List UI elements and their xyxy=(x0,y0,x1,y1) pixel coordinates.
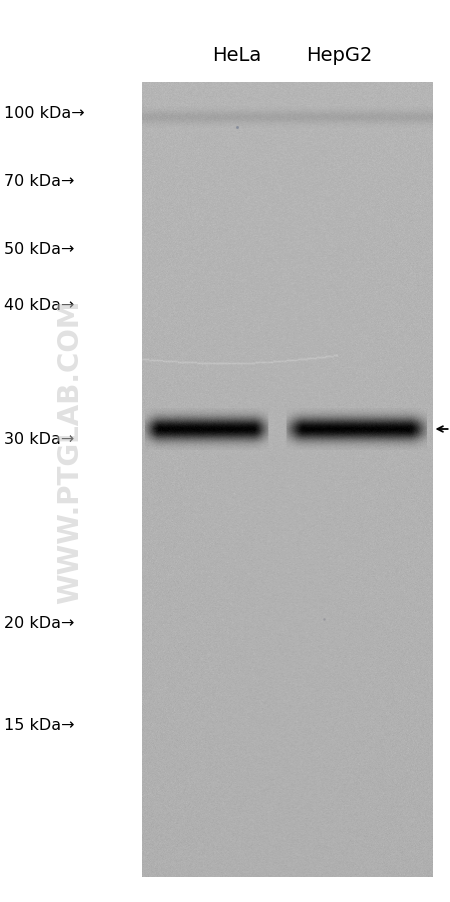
Text: 30 kDa→: 30 kDa→ xyxy=(4,432,74,447)
Text: 20 kDa→: 20 kDa→ xyxy=(4,615,74,630)
Text: 40 kDa→: 40 kDa→ xyxy=(4,297,74,312)
Text: HeLa: HeLa xyxy=(212,46,261,66)
Text: WWW.PTGLAB.COM: WWW.PTGLAB.COM xyxy=(56,299,84,603)
Text: 100 kDa→: 100 kDa→ xyxy=(4,106,84,122)
Text: HepG2: HepG2 xyxy=(306,46,373,66)
Text: 50 kDa→: 50 kDa→ xyxy=(4,243,74,257)
Text: 70 kDa→: 70 kDa→ xyxy=(4,174,74,189)
Text: 15 kDa→: 15 kDa→ xyxy=(4,718,74,732)
